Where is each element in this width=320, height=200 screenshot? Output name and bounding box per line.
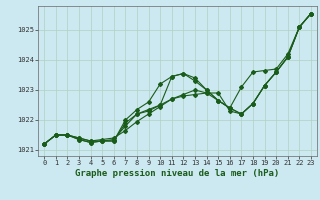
- X-axis label: Graphe pression niveau de la mer (hPa): Graphe pression niveau de la mer (hPa): [76, 169, 280, 178]
